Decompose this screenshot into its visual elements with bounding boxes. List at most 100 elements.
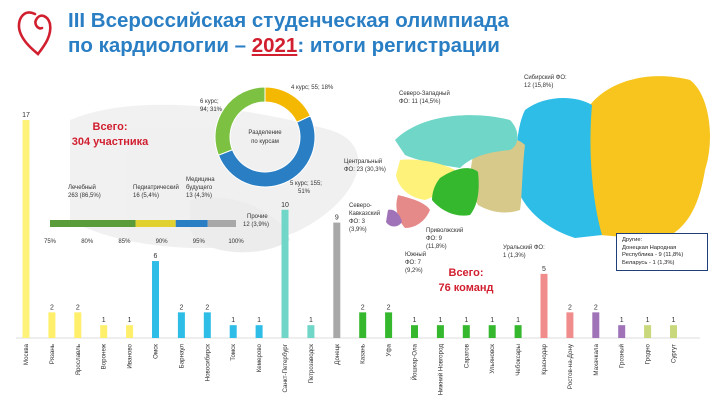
bar-21 xyxy=(566,312,574,338)
bar-label-22: Махачкала xyxy=(593,343,600,375)
bar-14 xyxy=(385,312,393,338)
bar-5 xyxy=(152,261,159,338)
bar-label-18: Ульяновск xyxy=(489,344,496,374)
bar-1 xyxy=(48,312,56,338)
title-line-2-suffix: : итоги регистрации xyxy=(297,34,500,57)
bar-2 xyxy=(74,312,82,338)
faculty-label-pediatric-1: Педиатрический xyxy=(133,184,179,191)
bar-label-25: Сургут xyxy=(671,344,678,363)
bar-value-4: 1 xyxy=(128,317,132,324)
faculty-segment-0 xyxy=(50,220,136,227)
region-label-northwest-1: Северо-Западный xyxy=(399,90,450,97)
region-label-volga-3: (11,8%) xyxy=(426,244,447,250)
region-label-ural-1: Уральский ФО: xyxy=(503,244,545,251)
bar-value-9: 1 xyxy=(257,317,261,324)
bar-8 xyxy=(229,325,237,338)
bar-label-19: Чебоксары xyxy=(515,343,522,375)
region-label-ncaucasus-3: ФО: 3 xyxy=(349,219,366,225)
map-region-siberia xyxy=(516,98,602,239)
map-region-ural xyxy=(470,138,525,213)
map-region-south xyxy=(396,195,430,228)
bar-0 xyxy=(22,120,30,338)
map-region-far-east xyxy=(588,76,710,240)
region-label-siberia-1: Сибирский ФО: xyxy=(524,74,567,81)
bar-label-1: Рязань xyxy=(49,344,56,364)
bar-label-2: Ярославль xyxy=(75,344,82,375)
faculty-tick-4: 95% xyxy=(193,239,206,245)
donut-slice-2 xyxy=(214,86,266,156)
faculty-tick-3: 90% xyxy=(156,239,169,245)
bar-label-9: Кемерово xyxy=(256,343,263,372)
region-label-ncaucasus-2: Кавказский xyxy=(349,210,380,217)
bar-label-10: Санкт-Петербург xyxy=(282,343,289,392)
bar-value-8: 1 xyxy=(231,317,235,324)
faculty-tick-2: 85% xyxy=(118,239,131,245)
other-line-1: Донецкая Народная xyxy=(622,244,677,251)
faculty-tick-0: 75% xyxy=(44,239,57,245)
bar-value-23: 1 xyxy=(620,317,624,324)
faculty-label-future-3: 13 (4,3%) xyxy=(186,193,212,199)
faculty-stacked-bar xyxy=(50,220,236,227)
bar-label-21: Ростов-на-Дону xyxy=(567,343,574,389)
bar-value-20: 5 xyxy=(542,266,546,273)
faculty-label-other-2: 12 (3,9%) xyxy=(243,222,269,228)
bar-7 xyxy=(203,312,211,338)
city-bar-chart: 17 Москва 2 Рязань 2 Ярославль 1 Воронеж 1 Иванов… xyxy=(22,112,677,395)
bar-value-22: 2 xyxy=(594,304,598,311)
region-label-ncaucasus-4: (3,9%) xyxy=(349,227,367,233)
bar-11 xyxy=(307,325,315,338)
bar-label-3: Воронеж xyxy=(101,343,108,369)
faculty-label-general-2: 263 (86,5%) xyxy=(68,193,101,199)
bar-24 xyxy=(644,325,652,338)
bar-label-7: Новосибирск xyxy=(204,344,211,382)
faculty-segment-1 xyxy=(135,220,176,227)
donut-label-6-course-1: 6 курс; xyxy=(200,99,219,105)
donut-label-4-course: 4 курс; 55; 18% xyxy=(291,85,334,91)
participants-total-label: Всего: xyxy=(93,121,128,133)
title-year: 2021 xyxy=(251,34,298,57)
region-label-central-1: Центральный xyxy=(344,158,382,165)
bar-label-0: Москва xyxy=(23,343,30,365)
region-label-ural-2: 1 (1,3%) xyxy=(503,253,526,259)
bar-value-18: 1 xyxy=(490,317,494,324)
bar-6 xyxy=(177,312,185,338)
bar-value-19: 1 xyxy=(516,317,520,324)
region-label-south-2: ФО: 7 xyxy=(405,260,422,266)
title-line-2-prefix: по кардиологии – xyxy=(68,34,252,57)
bar-22 xyxy=(592,312,600,338)
bar-12 xyxy=(333,222,341,338)
bar-label-12: Донецк xyxy=(334,344,341,365)
bar-value-24: 1 xyxy=(646,317,650,324)
bar-value-11: 1 xyxy=(309,317,313,324)
donut-slice-1 xyxy=(217,115,316,188)
bar-label-23: Грозный xyxy=(619,343,626,368)
bar-19 xyxy=(514,325,522,338)
map-region-north-caucasus xyxy=(386,209,402,227)
bar-value-10: 10 xyxy=(281,202,289,209)
region-labels: Северо-Западный ФО: 11 (14,5%) Сибирский… xyxy=(344,74,567,274)
faculty-segment-2 xyxy=(175,220,208,227)
bar-value-15: 1 xyxy=(413,317,417,324)
map-region-northwest xyxy=(395,115,518,168)
faculty-label-future-2: будущего xyxy=(186,185,213,191)
bar-label-5: Омск xyxy=(153,344,160,359)
teams-total-value: 76 команд xyxy=(439,282,494,294)
bar-value-2: 2 xyxy=(76,304,80,311)
region-label-northwest-2: ФО: 11 (14,5%) xyxy=(399,99,440,105)
bar-value-1: 2 xyxy=(50,304,54,311)
bar-18 xyxy=(488,325,496,338)
faculty-label-general-1: Лечебный xyxy=(68,184,96,191)
bar-value-6: 2 xyxy=(179,304,183,311)
other-line-2: Республика - 9 (11,8%) xyxy=(622,252,684,258)
bar-value-3: 1 xyxy=(102,317,106,324)
bar-label-13: Казань xyxy=(360,344,367,364)
region-label-ncaucasus-1: Северо- xyxy=(349,203,372,209)
bar-value-7: 2 xyxy=(205,304,209,311)
bar-label-4: Иваново xyxy=(127,343,134,368)
bar-20 xyxy=(540,273,548,338)
bar-value-12: 9 xyxy=(335,215,339,222)
other-line-3: Беларусь - 1 (1,3%) xyxy=(622,259,675,266)
bar-label-17: Саратов xyxy=(463,343,470,368)
faculty-label-other-1: Прочие xyxy=(247,214,268,220)
bar-16 xyxy=(436,325,444,338)
